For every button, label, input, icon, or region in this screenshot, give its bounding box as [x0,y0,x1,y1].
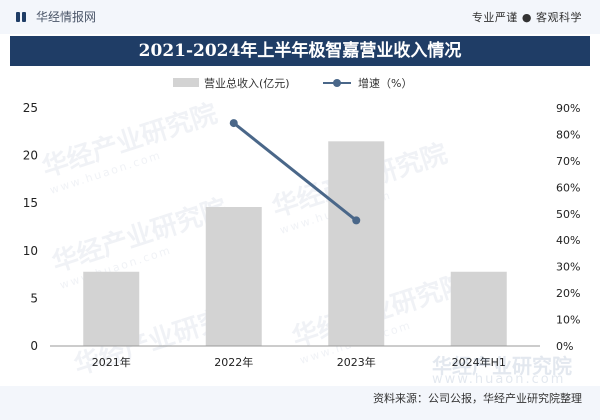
bar [328,141,385,346]
y-right-tick-label: 50% [556,208,580,221]
y-right-tick-label: 30% [556,261,580,274]
bar [450,271,507,346]
y-left-tick-label: 20 [23,149,38,163]
y-left-tick-label: 15 [23,196,38,210]
y-right-tick-label: 20% [556,287,580,300]
x-tick-label: 2023年 [337,355,376,369]
bars-logo-icon [16,11,30,23]
watermark-corner-url: www.huaon.com [432,372,566,387]
legend: 营业总收入(亿元) 增速（%） [0,74,600,92]
top-bar: 华经情报网 专业严谨 ● 客观科学 [0,0,600,34]
y-right-tick-label: 0% [556,340,573,353]
legend-bar-label: 营业总收入(亿元) [204,77,290,90]
tagline: 专业严谨 ● 客观科学 [471,11,582,24]
growth-point [229,119,238,128]
brand-name: 华经情报网 [36,10,97,24]
y-left-tick-label: 10 [23,244,38,258]
y-right-tick-label: 40% [556,234,580,247]
bar [205,207,262,346]
brand: 华经情报网 [16,8,96,25]
watermark-corner: 华经产业研究院 [432,354,572,378]
x-tick-label: 2021年 [92,355,131,369]
growth-line [232,121,358,222]
growth-point [352,216,361,225]
x-tick-label: 2022年 [214,355,253,369]
x-tick-label: 2024年H1 [452,355,506,369]
y-right-tick-label: 90% [556,102,580,115]
title-bar: 2021-2024年上半年极智嘉营业收入情况 [10,36,590,66]
footer-bar: 资料来源：公司公报，华经产业研究院整理 [0,386,600,420]
chart-title: 2021-2024年上半年极智嘉营业收入情况 [138,41,462,61]
y-left-tick-label: 5 [30,291,38,305]
y-right-tick-label: 60% [556,181,580,194]
legend-line-marker [333,79,341,87]
source-note: 资料来源：公司公报，华经产业研究院整理 [373,392,582,405]
y-left-tick-label: 25 [23,101,38,115]
y-right-tick-label: 80% [556,128,580,141]
y-right-tick-label: 70% [556,155,580,168]
legend-line-label: 增速（%） [358,77,413,90]
legend-bar-swatch [173,78,199,87]
bar [83,271,140,346]
y-right-tick-label: 10% [556,314,580,327]
y-left-tick-label: 0 [30,339,38,353]
